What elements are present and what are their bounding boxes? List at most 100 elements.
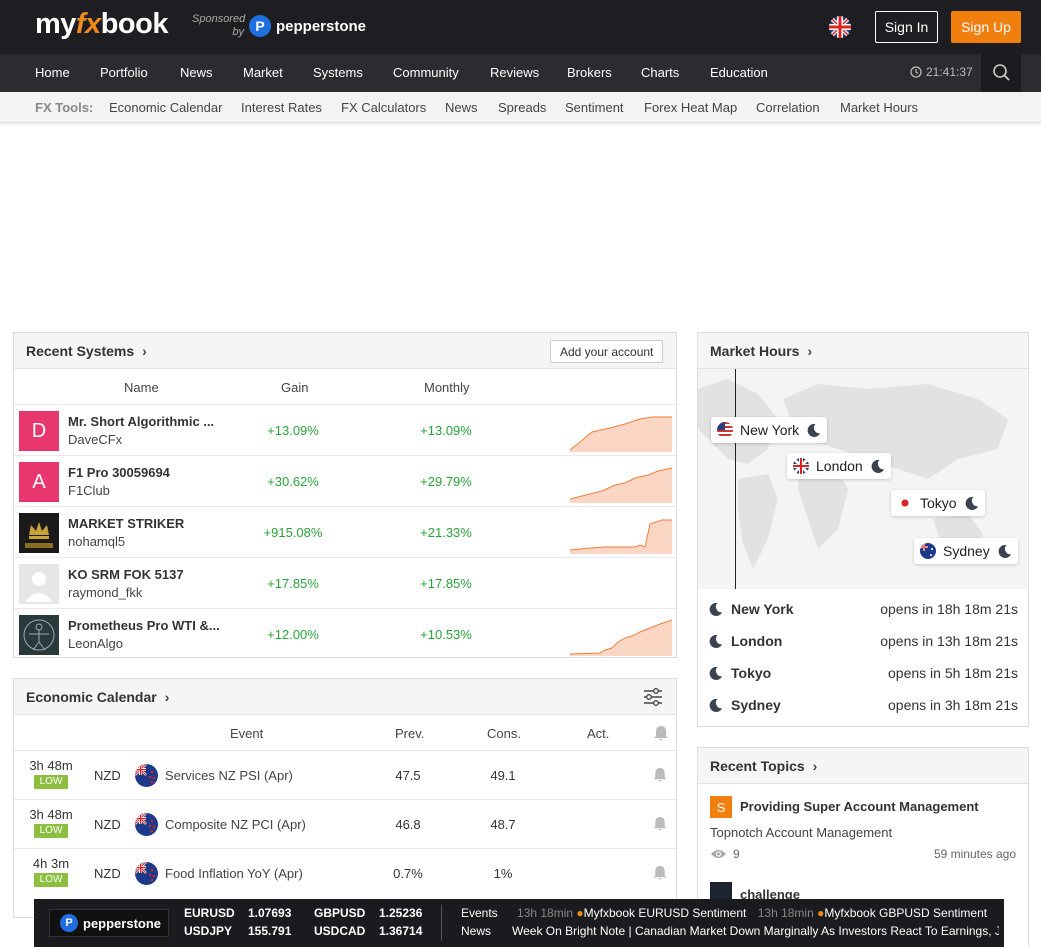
ticker-brand[interactable]: P pepperstone	[49, 909, 169, 937]
filter-settings-icon[interactable]	[642, 687, 664, 707]
bell-icon[interactable]	[652, 767, 668, 783]
event-name[interactable]: Services NZ PSI (Apr)	[165, 768, 293, 783]
calendar-row[interactable]: 3h 48m LOW NZD Composite NZ PCI (Apr) 46…	[14, 799, 676, 848]
add-account-button[interactable]: Add your account	[550, 340, 664, 363]
event-name[interactable]: Composite NZ PCI (Apr)	[165, 817, 306, 832]
market-hours-panel: Market Hours › New York London Tokyo	[697, 332, 1029, 727]
economic-calendar-title[interactable]: Economic Calendar ›	[26, 689, 170, 705]
tool-correlation[interactable]: Correlation	[756, 100, 820, 115]
bell-icon[interactable]	[652, 816, 668, 832]
market-row-london: London opens in 13h 18m 21s	[708, 631, 1018, 653]
tool-economic-calendar[interactable]: Economic Calendar	[109, 100, 223, 115]
nav-portfolio[interactable]: Portfolio	[100, 65, 148, 80]
nav-market[interactable]: Market	[243, 65, 283, 80]
moon-icon	[709, 666, 723, 680]
col-gain: Gain	[281, 380, 309, 395]
quote-pair[interactable]: USDCAD	[314, 924, 366, 938]
tool-fx-calculators[interactable]: FX Calculators	[341, 100, 427, 115]
system-user[interactable]: LeonAlgo	[68, 636, 123, 651]
quote-pair[interactable]: EURUSD	[184, 906, 235, 920]
moon-icon	[709, 602, 723, 616]
chevron-right-icon: ›	[142, 343, 147, 359]
tool-spreads[interactable]: Spreads	[498, 100, 547, 115]
system-row[interactable]: A F1 Pro 30059694 F1Club +30.62% +29.79%	[14, 455, 676, 506]
sign-up-button[interactable]: Sign Up	[951, 11, 1021, 43]
bell-icon[interactable]	[652, 865, 668, 881]
events-label: Events	[461, 906, 498, 920]
col-act: Act.	[587, 726, 610, 741]
topic-title[interactable]: challenge	[740, 887, 800, 902]
system-monthly: +17.85%	[420, 576, 472, 591]
server-clock: 21:41:37	[910, 65, 973, 79]
system-monthly: +29.79%	[420, 474, 472, 489]
system-row[interactable]: Prometheus Pro WTI &... LeonAlgo +12.00%…	[14, 608, 676, 659]
nav-news[interactable]: News	[180, 65, 213, 80]
nav-community[interactable]: Community	[393, 65, 459, 80]
recent-systems-header: Recent Systems › Add your account	[14, 333, 676, 369]
system-user[interactable]: F1Club	[68, 483, 110, 498]
event-name[interactable]: Food Inflation YoY (Apr)	[165, 866, 303, 881]
system-name[interactable]: Mr. Short Algorithmic ...	[68, 414, 215, 429]
myfxbook-logo[interactable]: myfxbook	[35, 8, 169, 40]
event-time: 4h 3m	[32, 856, 70, 871]
search-icon	[993, 64, 1010, 81]
nz-flag-icon	[135, 813, 158, 836]
avatar	[19, 615, 59, 655]
tool-market-hours[interactable]: Market Hours	[840, 100, 919, 115]
calendar-row[interactable]: 4h 3m LOW NZD Food Inflation YoY (Apr) 0…	[14, 848, 676, 897]
market-row-sydney: Sydney opens in 3h 18m 21s	[708, 695, 1018, 717]
news-ticker[interactable]: Week On Bright Note | Canadian Market Do…	[512, 924, 999, 938]
quote-pair[interactable]: GBPUSD	[314, 906, 366, 920]
quote-pair[interactable]: USDJPY	[184, 924, 233, 938]
topic-title[interactable]: Providing Super Account Management	[740, 799, 979, 814]
system-user[interactable]: raymond_fkk	[68, 585, 143, 600]
recent-systems-title[interactable]: Recent Systems ›	[26, 343, 147, 359]
search-button[interactable]	[981, 54, 1021, 92]
tool-news[interactable]: News	[445, 100, 478, 115]
system-name[interactable]: MARKET STRIKER	[68, 516, 185, 531]
event-time: 3h 48m	[29, 807, 73, 822]
australia-flag-icon	[920, 543, 936, 559]
tool-forex-heat-map[interactable]: Forex Heat Map	[644, 100, 738, 115]
nav-systems[interactable]: Systems	[313, 65, 363, 80]
moon-icon	[965, 496, 978, 510]
event-time: 3h 48m	[29, 758, 73, 773]
moon-icon	[871, 459, 884, 473]
system-name[interactable]: Prometheus Pro WTI &...	[68, 618, 220, 633]
us-flag-icon	[717, 422, 733, 438]
recent-topics-title[interactable]: Recent Topics ›	[710, 758, 818, 774]
fx-tools-bar: FX Tools: Economic Calendar Interest Rat…	[0, 92, 1041, 123]
nav-reviews[interactable]: Reviews	[490, 65, 540, 80]
tool-interest-rates[interactable]: Interest Rates	[241, 100, 322, 115]
system-user[interactable]: DaveCFx	[68, 432, 123, 447]
system-row[interactable]: MARKET STRIKER nohamql5 +915.08% +21.33%	[14, 506, 676, 557]
event-currency: NZD	[94, 866, 121, 881]
nav-home[interactable]: Home	[35, 65, 70, 80]
col-prev: Prev.	[395, 726, 425, 741]
nav-brokers[interactable]: Brokers	[567, 65, 612, 80]
market-hours-title[interactable]: Market Hours ›	[710, 343, 813, 359]
system-row[interactable]: D Mr. Short Algorithmic ... DaveCFx +13.…	[14, 404, 676, 455]
system-user[interactable]: nohamql5	[68, 534, 126, 549]
col-event: Event	[230, 726, 264, 741]
sign-in-button[interactable]: Sign In	[875, 11, 938, 43]
nav-education[interactable]: Education	[710, 65, 768, 80]
system-name[interactable]: KO SRM FOK 5137	[68, 567, 184, 582]
tool-sentiment[interactable]: Sentiment	[565, 100, 624, 115]
calendar-row[interactable]: 3h 48m LOW NZD Services NZ PSI (Apr) 47.…	[14, 750, 676, 799]
system-row[interactable]: KO SRM FOK 5137 raymond_fkk +17.85% +17.…	[14, 557, 676, 608]
sponsor-logo[interactable]: P pepperstone	[249, 15, 366, 37]
system-name[interactable]: F1 Pro 30059694	[68, 465, 170, 480]
system-monthly: +13.09%	[420, 423, 472, 438]
world-map: New York London Tokyo Sydney	[698, 369, 1027, 589]
topic-avatar: S	[710, 796, 732, 818]
user-placeholder-icon	[25, 572, 53, 602]
events-ticker[interactable]: 13h 18min ●Myfxbook EURUSD Sentiment 13h…	[517, 906, 988, 920]
uk-flag-icon[interactable]	[829, 16, 851, 38]
quote-price: 155.791	[248, 924, 292, 938]
nav-charts[interactable]: Charts	[641, 65, 680, 80]
vitruvian-icon	[23, 619, 55, 651]
impact-badge: LOW	[34, 873, 68, 887]
clock-icon	[910, 66, 922, 78]
fx-tools-label: FX Tools:	[35, 100, 94, 115]
